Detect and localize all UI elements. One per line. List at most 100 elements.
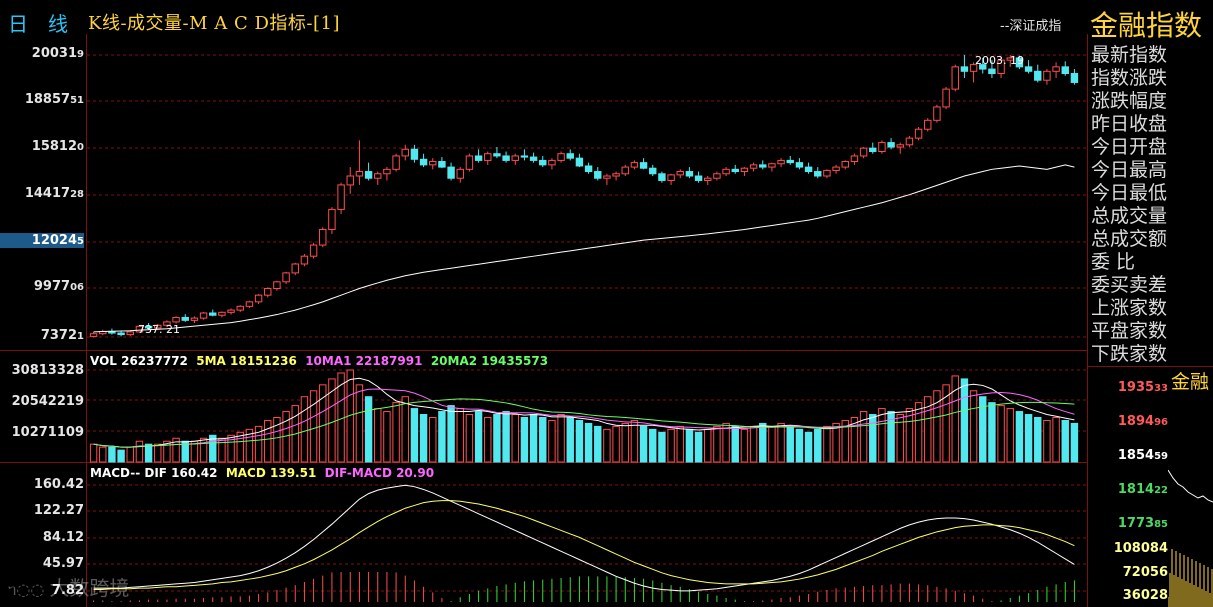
candle-body: [282, 272, 290, 283]
chart-title: K线-成交量-M A C D指标-[1]: [88, 13, 340, 34]
candle-body: [621, 166, 629, 175]
volume-bar: [832, 422, 840, 463]
volume-bar: [859, 411, 868, 463]
volume-bar: [181, 440, 189, 463]
candle-body: [795, 162, 804, 168]
candle-body: [557, 153, 565, 161]
volume-bar: [1024, 414, 1033, 463]
candle-body: [685, 171, 694, 177]
price-tick-label: 997706: [33, 279, 84, 294]
volume-bar: [814, 428, 822, 463]
candle-body: [603, 175, 611, 179]
candle-body: [181, 316, 189, 321]
volume-bar: [603, 428, 611, 463]
candle-body: [1006, 57, 1014, 61]
price-tick-label: 73721: [40, 328, 84, 343]
candle-body: [1061, 66, 1069, 75]
volume-axis-top: 30813328: [11, 363, 84, 378]
candle-body: [768, 163, 776, 168]
candle-body: [172, 316, 180, 323]
price-tick-label: 1441728: [24, 186, 84, 201]
candle-body: [1015, 57, 1024, 68]
line-tab[interactable]: 线: [48, 12, 68, 36]
candle-body: [383, 168, 391, 175]
candle-body: [328, 208, 336, 230]
volume-bar: [355, 384, 364, 463]
info-row: 委买卖差: [1091, 274, 1168, 296]
volume-bar: [309, 390, 318, 463]
volume-bar: [905, 408, 914, 463]
volume-macd-divider: [0, 462, 1087, 463]
candle-body: [1024, 66, 1033, 72]
volume-bar: [548, 419, 556, 463]
vol-value: VOL 26237772: [90, 354, 188, 368]
candle-body: [704, 177, 712, 181]
candle-body: [749, 164, 758, 169]
volume-bar: [419, 414, 428, 463]
macd-value: MACD 139.51: [225, 466, 317, 480]
candle-body: [89, 333, 98, 337]
volume-bar: [850, 416, 859, 463]
volume-bar: [594, 425, 602, 463]
info-row: 上涨家数: [1091, 297, 1168, 319]
candle-body: [924, 119, 932, 130]
volume-bar: [841, 419, 849, 463]
candle-body: [410, 148, 419, 160]
candle-body: [933, 106, 941, 121]
volume-bar: [960, 378, 969, 463]
candle-body: [309, 244, 318, 257]
candle-body: [319, 228, 327, 246]
volume-bar: [511, 414, 519, 463]
mini-price-label: 193533: [1117, 380, 1168, 395]
volume-bar: [438, 411, 446, 463]
quote-info-panel: 最新指数 指数涨跌 涨跌幅度 昨日收盘 今日开盘 今日最高 今日最低 总成交量 总成交额委 比委…: [1091, 44, 1213, 366]
volume-bar: [199, 437, 208, 463]
volume-bar: [319, 384, 327, 463]
dif-value: MACD-- DIF 160.42: [90, 466, 218, 480]
volume-bar: [685, 428, 694, 463]
info-row: 最新指数: [1091, 44, 1168, 66]
volume-bar: [392, 402, 400, 463]
candle-body: [951, 66, 959, 90]
volume-bar: [740, 428, 749, 463]
volume-bar: [1015, 411, 1024, 463]
candle-body: [594, 171, 602, 179]
volume-bar: [1006, 408, 1014, 463]
volume-bar: [99, 446, 107, 463]
info-row: 委 比: [1091, 251, 1136, 273]
candle-body: [117, 332, 125, 336]
volume-bar: [566, 416, 574, 463]
volume-bar: [108, 446, 116, 463]
volume-bar: [456, 408, 464, 463]
mini-price-label: 181422: [1117, 482, 1168, 497]
volume-bar: [447, 405, 455, 463]
volume-bar: [89, 443, 98, 463]
volume-bar: [878, 408, 886, 463]
volume-bar: [429, 416, 437, 463]
volume-bar: [539, 416, 547, 463]
volume-bar: [126, 446, 134, 463]
volume-ma5-line: [93, 377, 1075, 448]
candle-body: [520, 155, 529, 158]
candle-body: [1034, 70, 1042, 81]
volume-bar: [759, 422, 767, 463]
candle-body: [493, 153, 501, 157]
volume-bar: [117, 449, 125, 463]
candlestick-chart[interactable]: [87, 34, 1087, 607]
volume-bar: [823, 425, 831, 463]
candle-body: [639, 162, 648, 169]
volume-axis-low: 10271109: [11, 425, 84, 440]
volume-bar: [731, 425, 739, 463]
candle-body: [144, 325, 153, 329]
volume-bar: [933, 390, 941, 463]
period-tab[interactable]: 日: [8, 12, 28, 36]
candle-body: [539, 159, 547, 166]
volume-bar: [786, 425, 794, 463]
candle-body: [291, 263, 299, 274]
volume-bar: [364, 396, 373, 463]
right-axis-border: [1087, 34, 1088, 607]
candle-body: [896, 144, 904, 148]
candle-body: [355, 171, 364, 177]
volume-bar: [144, 443, 153, 463]
volume-bar: [951, 375, 959, 463]
